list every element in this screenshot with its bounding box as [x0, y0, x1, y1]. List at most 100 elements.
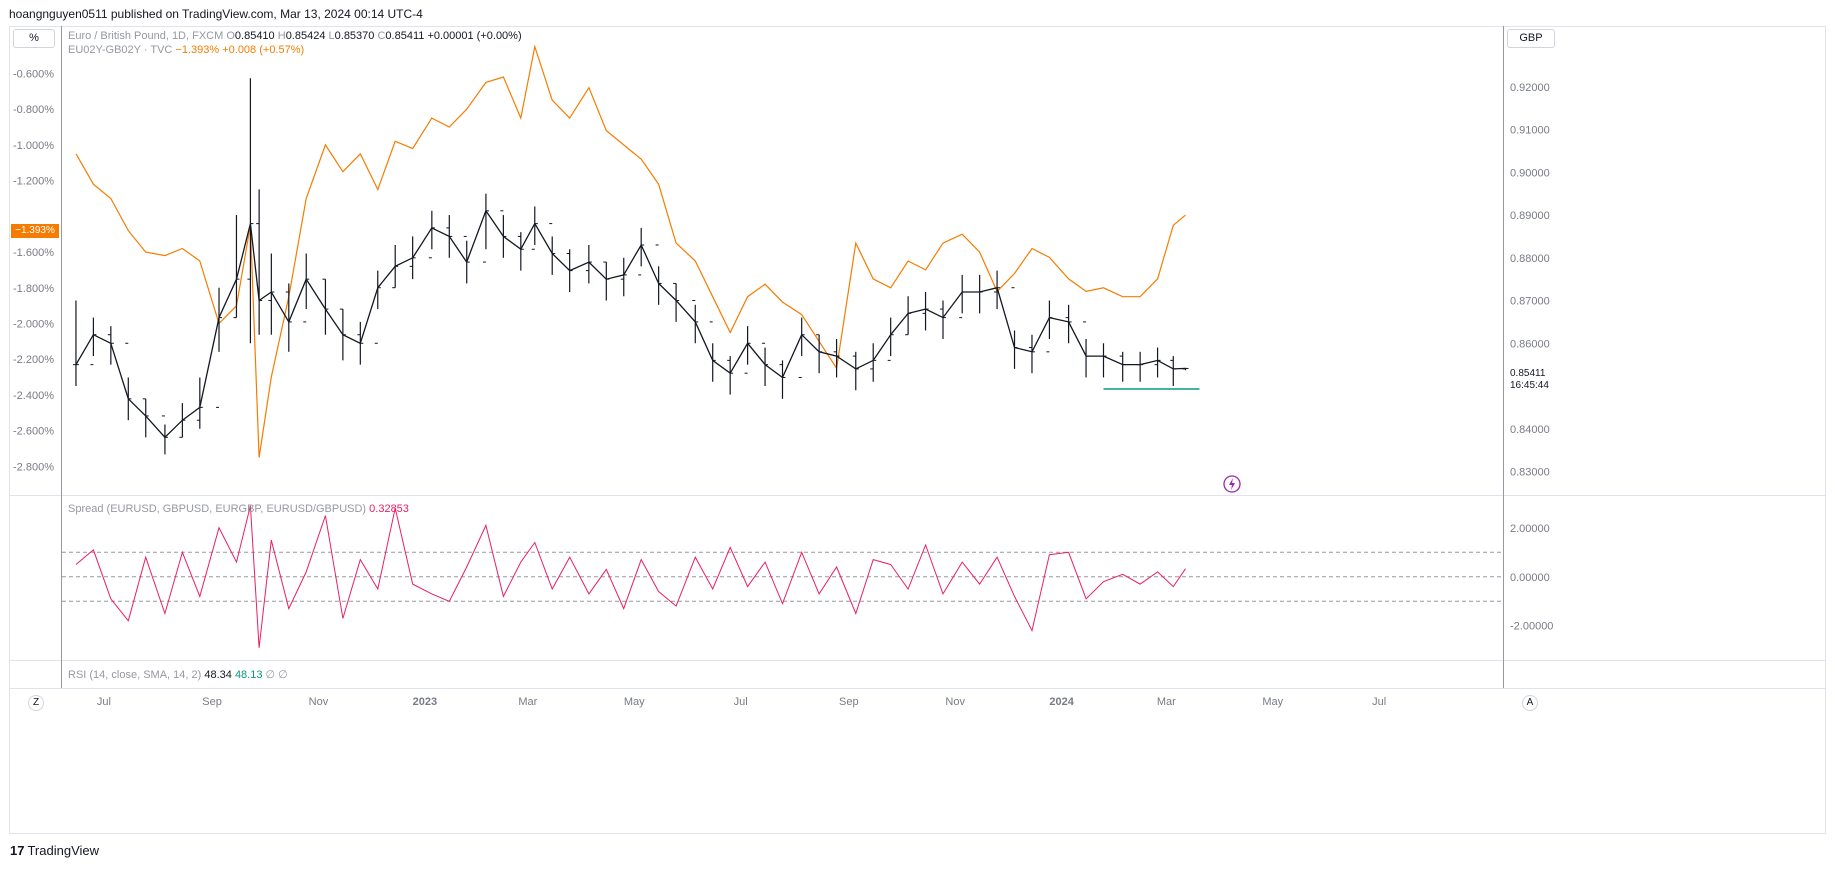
ohlc-bar: [887, 317, 894, 361]
low-value: 0.85370: [334, 30, 375, 42]
time-axis-border: [9, 688, 1826, 689]
ohlc-bar: [779, 360, 786, 399]
ohlc-bar: [727, 356, 734, 395]
ohlc-bar: [1065, 304, 1072, 344]
time-axis-tick-label: Mar: [1157, 696, 1176, 708]
ohlc-bar: [196, 377, 203, 429]
event-lightning-icon[interactable]: [1223, 475, 1241, 493]
right-axis-border: [1503, 26, 1504, 688]
left-axis-ticks: -0.400%-0.600%-0.800%-1.000%-1.200%-1.60…: [13, 33, 54, 474]
open-label: O: [226, 30, 235, 42]
high-label: H: [277, 30, 286, 42]
tradingview-logo-icon: 17: [10, 843, 25, 858]
time-axis-tick-label: Sep: [202, 696, 222, 708]
ohlc-bar: [1170, 356, 1177, 387]
ohlc-bar: [1011, 287, 1018, 369]
overlay-change: +0.008 (+0.57%): [222, 44, 305, 56]
left-axis-tick-label: -1.600%: [13, 247, 54, 259]
ohlc-bar: [233, 215, 240, 319]
time-axis-tick-label: Mar: [518, 696, 537, 708]
ohlc-bar: [603, 261, 610, 301]
overlay-symbol: EU02Y-GB02Y · TVC: [68, 44, 173, 56]
ohlc-bar: [247, 78, 254, 344]
right-axis-tick-label: 0.84000: [1510, 424, 1550, 436]
main-symbol: Euro / British Pound, 1D, FXCM: [68, 30, 224, 42]
open-value: 0.85410: [234, 30, 275, 42]
time-axis-tick-label: Sep: [839, 696, 859, 708]
ohlc-bar: [1083, 321, 1090, 378]
tradingview-brand: TradingView: [27, 843, 100, 858]
time-axis-tick-label: Nov: [309, 696, 329, 708]
time-axis-tick-label: Nov: [945, 696, 965, 708]
time-axis-tick-label: 2024: [1049, 696, 1074, 708]
zoom-button[interactable]: Z: [28, 695, 44, 711]
right-axis-tick-label: 0.91000: [1510, 125, 1550, 137]
overlay-series-line: [75, 44, 1186, 458]
ohlc-bar: [852, 351, 859, 391]
ohlc-bar: [870, 343, 877, 382]
ohlc-bar: [482, 193, 489, 263]
close-label: C: [377, 30, 386, 42]
low-label: L: [328, 30, 335, 42]
ohlc-bar: [959, 274, 966, 319]
left-value-badge: −1.393%: [11, 224, 59, 238]
left-axis-tick-label: -2.000%: [13, 319, 54, 331]
main-legend[interactable]: Euro / British Pound, 1D, FXCM O0.85410 …: [68, 30, 522, 42]
price-badge-value: 0.85411: [1510, 368, 1546, 379]
pane-separator-spread: [9, 495, 1826, 496]
close-value: 0.85411: [385, 30, 425, 42]
chart-frame: [9, 26, 1826, 834]
price-close-path: [75, 209, 1186, 439]
time-axis-tick-label: May: [1262, 696, 1283, 708]
ohlc-bar: [1046, 300, 1053, 353]
rsi-title: RSI (14, close, SMA, 14, 2): [68, 669, 202, 681]
left-axis-border: [61, 26, 62, 688]
right-axis-tick-label: 0.92000: [1510, 82, 1550, 94]
ohlc-bar: [72, 300, 79, 387]
spread-series-line: [75, 505, 1186, 648]
right-axis-tick-label: 0.86000: [1510, 338, 1550, 350]
overlay-legend[interactable]: EU02Y-GB02Y · TVC −1.393% +0.008 (+0.57%…: [68, 44, 304, 56]
ohlc-bar: [655, 244, 662, 305]
ohlc-bar: [125, 342, 132, 421]
change-value: +0.00001 (+0.00%): [427, 30, 522, 42]
ohlc-bar: [816, 334, 823, 374]
ohlc-bar: [517, 232, 524, 271]
auto-scale-button[interactable]: A: [1522, 695, 1538, 711]
left-axis-tick-label: -2.400%: [13, 390, 54, 402]
time-axis-tick-label: 2023: [413, 696, 437, 708]
spread-axis-tick-label: 0.00000: [1510, 572, 1550, 584]
rsi-ma-value: 48.13: [234, 669, 263, 681]
tradingview-logo[interactable]: 17 TradingView: [10, 843, 99, 858]
publish-info: hoangnguyen0511 published on TradingView…: [9, 7, 423, 21]
left-axis-tick-label: -1.000%: [13, 140, 54, 152]
ohlc-bar: [744, 326, 751, 374]
ohlc-bar: [1028, 334, 1035, 374]
left-axis-tick-label: -0.800%: [13, 104, 54, 116]
ohlc-bar: [303, 253, 310, 323]
ohlc-bar: [1154, 347, 1161, 378]
left-axis-tick-label: -2.600%: [13, 426, 54, 438]
right-axis-ticks: 0.930000.920000.910000.900000.890000.880…: [1510, 39, 1550, 478]
currency-button[interactable]: GBP: [1507, 29, 1555, 48]
percent-scale-button[interactable]: %: [13, 29, 55, 48]
ohlc-bar: [638, 227, 645, 276]
right-axis-tick-label: 0.83000: [1510, 466, 1550, 478]
ohlc-bar: [216, 287, 223, 408]
left-axis-tick-label: -2.200%: [13, 354, 54, 366]
spread-legend[interactable]: Spread (EURUSD, GBPUSD, EURGBP, EURUSD/G…: [68, 503, 409, 515]
ohlc-bar: [922, 291, 929, 331]
ohlc-bar: [256, 189, 263, 335]
time-axis-tick-label: Jul: [97, 696, 111, 708]
rsi-legend[interactable]: RSI (14, close, SMA, 14, 2) 48.34 48.13 …: [68, 668, 288, 681]
high-value: 0.85424: [285, 30, 326, 42]
left-axis-tick-label: -1.200%: [13, 176, 54, 188]
ohlc-bar: [976, 274, 983, 314]
right-axis-tick-label: 0.90000: [1510, 167, 1550, 179]
spread-reference-lines: [62, 551, 1503, 602]
right-axis-tick-label: 0.87000: [1510, 296, 1550, 308]
right-axis-tick-label: 0.89000: [1510, 210, 1550, 222]
ohlc-bar: [90, 317, 97, 366]
time-axis-tick-label: Jul: [734, 696, 748, 708]
